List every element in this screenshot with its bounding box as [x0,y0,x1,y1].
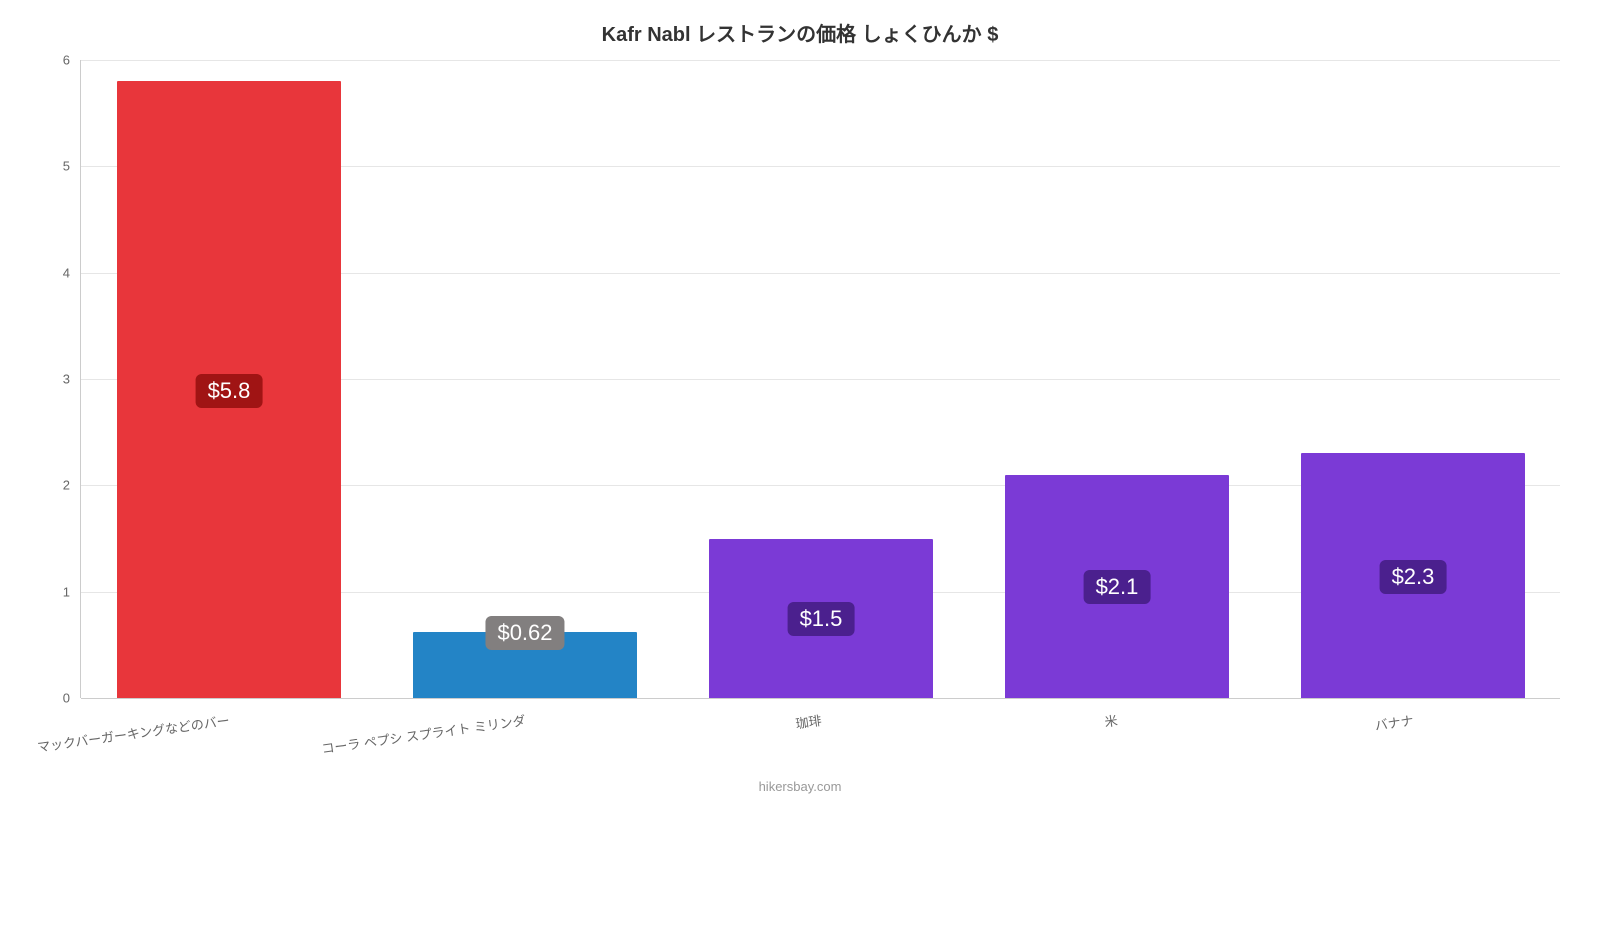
value-badge: $5.8 [196,374,263,408]
ytick-label: 5 [63,159,70,174]
chart-title: Kafr Nabl レストランの価格 しょくひんか $ [0,18,1600,47]
bar: $2.1 [1005,475,1230,698]
ytick-label: 2 [63,478,70,493]
xtick-label: マックバーガーキングなどのバー [2,710,230,761]
bar-slot: $1.5 [709,60,934,698]
bar-slot: $2.1 [1005,60,1230,698]
bar: $0.62 [413,632,638,698]
value-badge: $2.1 [1084,570,1151,604]
ytick-label: 1 [63,584,70,599]
plot-area: $5.8 $0.62 $1.5 $2.1 $2.3 [80,60,1560,698]
ytick-label: 0 [63,691,70,706]
bar-slot: $0.62 [413,60,638,698]
x-axis-baseline [81,698,1560,699]
value-badge: $1.5 [788,602,855,636]
bar-slot: $5.8 [117,60,342,698]
price-bar-chart: Kafr Nabl レストランの価格 しょくひんか $ $5.8 $0.62 $1.… [0,0,1600,800]
value-badge: $0.62 [485,616,564,650]
bar: $2.3 [1301,453,1526,698]
ytick-label: 4 [63,265,70,280]
bar-slot: $2.3 [1301,60,1526,698]
ytick-label: 3 [63,372,70,387]
ytick-label: 6 [63,53,70,68]
value-badge: $2.3 [1380,560,1447,594]
bar: $5.8 [117,81,342,698]
bar: $1.5 [709,539,934,699]
